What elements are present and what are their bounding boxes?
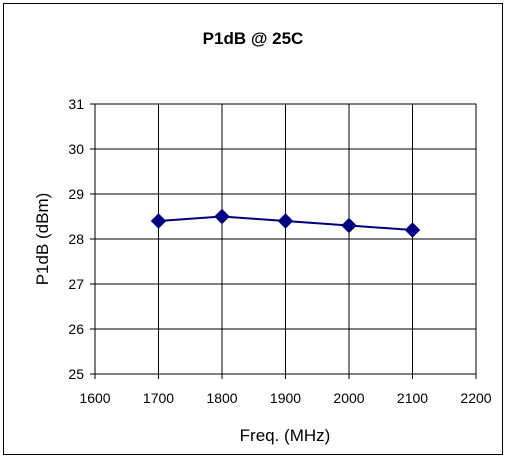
y-tick-label: 27	[68, 276, 84, 292]
y-tick-label: 30	[68, 141, 84, 157]
y-tick-label: 26	[68, 321, 84, 337]
y-tick-label: 31	[68, 96, 84, 112]
y-tick-label: 25	[68, 366, 84, 382]
x-tick-label: 2100	[397, 390, 428, 406]
data-point-marker	[341, 217, 357, 234]
x-tick-label: 1700	[143, 390, 174, 406]
x-tick-label: 2000	[333, 390, 364, 406]
chart-title: P1dB @ 25C	[203, 29, 304, 48]
y-tick-label: 29	[68, 186, 84, 202]
y-axis-label: P1dB (dBm)	[33, 193, 52, 286]
y-tick-labels: 25 26 27 28 29 30 31	[68, 96, 84, 382]
x-tick-label: 2200	[460, 390, 491, 406]
x-tick-label: 1900	[270, 390, 301, 406]
data-point-marker	[404, 222, 421, 238]
data-point-marker	[150, 213, 167, 229]
x-tick-label: 1800	[206, 390, 237, 406]
y-tick-label: 28	[68, 231, 84, 247]
chart-border	[3, 3, 503, 455]
data-point-marker	[214, 208, 230, 225]
x-tick-label: 1600	[79, 390, 110, 406]
data-markers	[150, 208, 421, 238]
plot-area	[94, 103, 477, 375]
x-tick-labels: 1600 1700 1800 1900 2000 2100 2200	[79, 390, 491, 406]
x-axis-label: Freq. (MHz)	[240, 426, 331, 445]
data-point-marker	[277, 213, 294, 229]
